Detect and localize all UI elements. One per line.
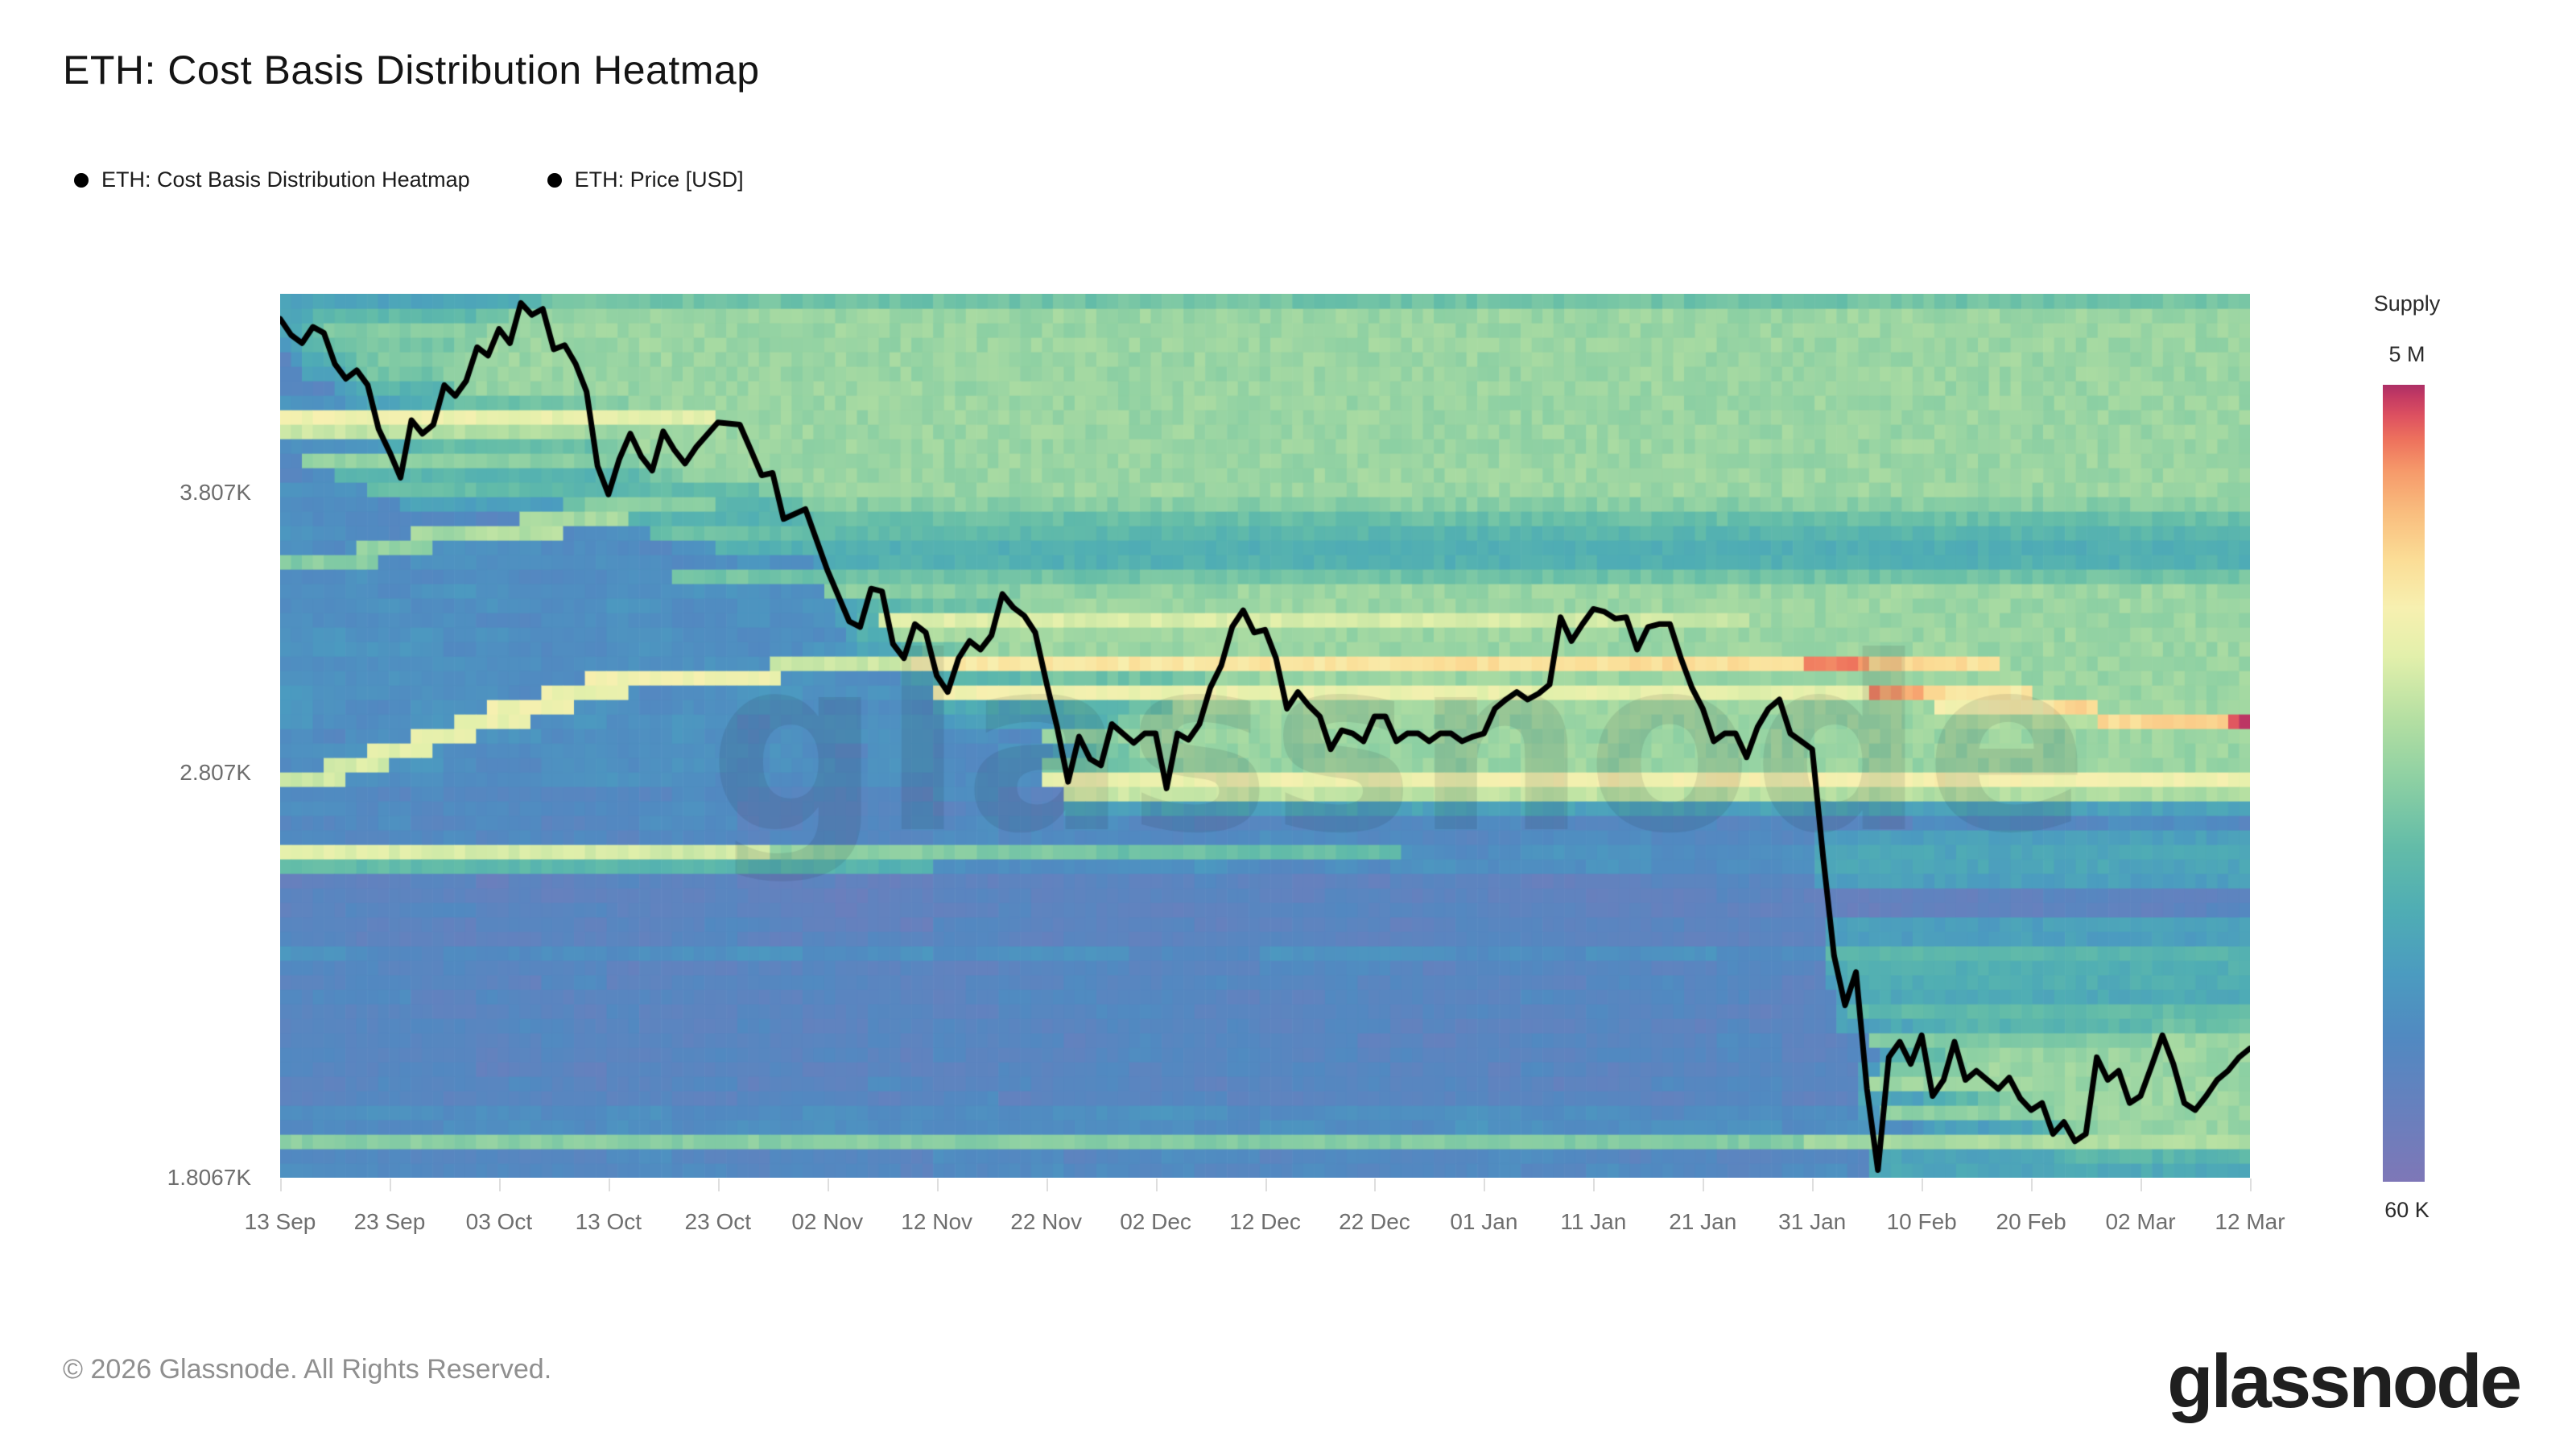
x-axis-tick-label: 02 Mar	[2105, 1209, 2176, 1234]
x-axis-tick-label: 01 Jan	[1450, 1209, 1518, 1234]
x-axis-tick	[1593, 1179, 1596, 1191]
legend-marker-icon	[74, 172, 89, 188]
page-title: ETH: Cost Basis Distribution Heatmap	[63, 47, 760, 93]
y-axis-tick-label: 1.8067K	[167, 1165, 251, 1191]
x-axis-tick	[1812, 1179, 1814, 1191]
x-axis-tick-label: 13 Oct	[575, 1209, 642, 1234]
x-axis-tick-label: 02 Dec	[1120, 1209, 1191, 1234]
x-axis-tick	[389, 1179, 391, 1191]
x-axis-tick	[280, 1179, 282, 1191]
x-axis-tick-label: 03 Oct	[465, 1209, 533, 1234]
x-axis-tick-label: 02 Nov	[791, 1209, 864, 1234]
heatmap-canvas[interactable]	[280, 294, 2250, 1178]
legend-item-label: ETH: Cost Basis Distribution Heatmap	[101, 167, 470, 192]
x-axis-tick	[1922, 1179, 1924, 1191]
x-axis-tick-label: 23 Sep	[353, 1209, 426, 1234]
legend-item-price[interactable]: ETH: Price [USD]	[547, 167, 744, 192]
x-axis-tick	[2031, 1179, 2033, 1191]
legend-item-heatmap[interactable]: ETH: Cost Basis Distribution Heatmap	[74, 167, 470, 192]
x-axis-tick	[717, 1179, 720, 1191]
copyright-text: © 2026 Glassnode. All Rights Reserved.	[63, 1354, 552, 1385]
legend-marker-icon	[547, 172, 562, 188]
x-axis-tick-label: 12 Nov	[901, 1209, 973, 1234]
x-axis-tick-label: 12 Dec	[1229, 1209, 1301, 1234]
x-axis-tick-label: 21 Jan	[1669, 1209, 1737, 1234]
colorbar-min-label: 60 K	[2384, 1198, 2429, 1222]
y-axis-tick-label: 2.807K	[180, 760, 251, 786]
x-axis-tick-label: 11 Jan	[1560, 1209, 1627, 1234]
y-axis-tick-label: 3.807K	[180, 480, 251, 506]
x-axis-tick	[1374, 1179, 1377, 1191]
x-axis-tick-label: 22 Dec	[1339, 1209, 1410, 1234]
x-axis-tick	[1484, 1179, 1486, 1191]
x-axis-tick	[2140, 1179, 2143, 1191]
x-axis-tick	[498, 1179, 501, 1191]
legend-item-label: ETH: Price [USD]	[574, 167, 744, 192]
x-axis-tick	[608, 1179, 610, 1191]
plot-area[interactable]	[280, 294, 2250, 1178]
x-axis-tick-label: 22 Nov	[1010, 1209, 1082, 1234]
glassnode-logo: glassnode	[2167, 1339, 2522, 1423]
x-axis-tick	[1265, 1179, 1267, 1191]
x-axis-tick-label: 20 Feb	[1996, 1209, 2066, 1234]
colorbar-title: Supply	[2373, 291, 2441, 316]
colorbar-max-label: 5 M	[2388, 342, 2425, 366]
x-axis-tick	[2250, 1179, 2252, 1191]
x-axis-tick	[1703, 1179, 1705, 1191]
x-axis-tick	[1046, 1179, 1048, 1191]
x-axis-tick	[1155, 1179, 1158, 1191]
x-axis-tick-label: 13 Sep	[244, 1209, 316, 1234]
x-axis-tick	[936, 1179, 939, 1191]
x-axis-tick-label: 23 Oct	[684, 1209, 751, 1234]
colorbar-gradient	[2383, 385, 2425, 1182]
legend: ETH: Cost Basis Distribution Heatmap ETH…	[74, 167, 744, 192]
x-axis-tick-label: 31 Jan	[1778, 1209, 1847, 1234]
x-axis-tick-label: 10 Feb	[1886, 1209, 1957, 1234]
x-axis-tick	[827, 1179, 829, 1191]
x-axis-tick-label: 12 Mar	[2215, 1209, 2285, 1234]
